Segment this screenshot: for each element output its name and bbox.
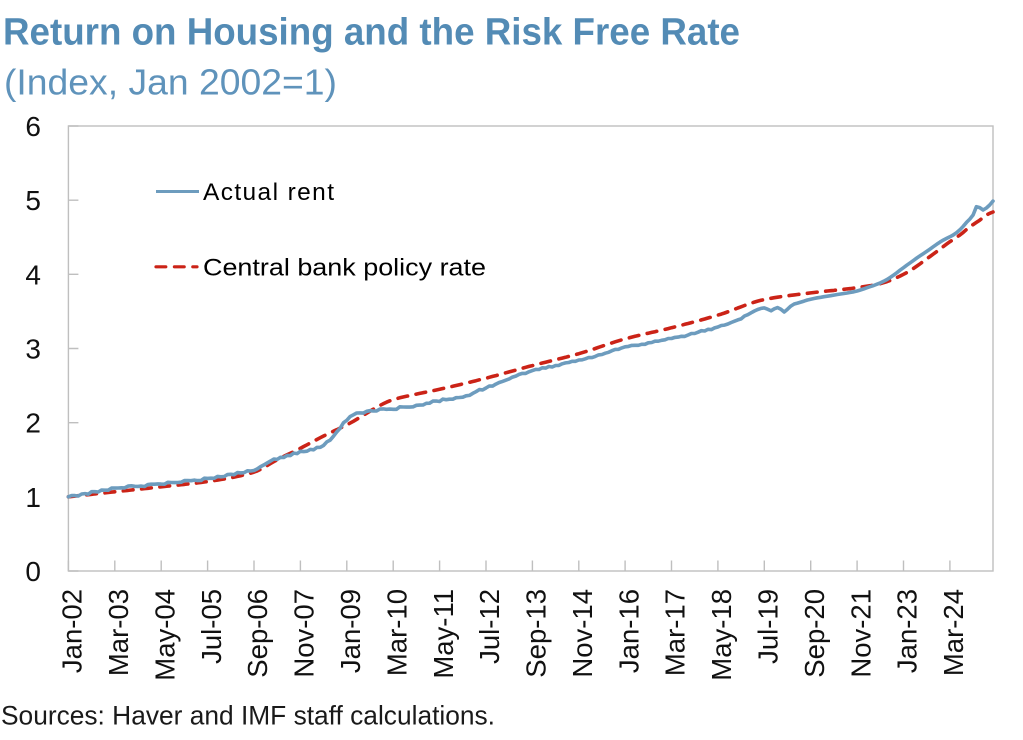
svg-text:2: 2 bbox=[25, 408, 41, 439]
svg-text:Sep-13: Sep-13 bbox=[521, 589, 552, 678]
svg-text:Sources: Haver and IMF staff c: Sources: Haver and IMF staff calculation… bbox=[1, 700, 495, 730]
svg-text:(Index, Jan 2002=1): (Index, Jan 2002=1) bbox=[4, 61, 337, 102]
svg-text:Nov-07: Nov-07 bbox=[289, 589, 320, 678]
svg-text:5: 5 bbox=[25, 185, 41, 216]
svg-text:3: 3 bbox=[25, 334, 41, 365]
svg-text:4: 4 bbox=[25, 259, 41, 290]
svg-text:Jan-02: Jan-02 bbox=[57, 589, 88, 673]
svg-text:Nov-21: Nov-21 bbox=[845, 589, 876, 678]
svg-text:Mar-10: Mar-10 bbox=[381, 589, 412, 676]
svg-text:Central bank policy rate: Central bank policy rate bbox=[203, 254, 486, 281]
svg-text:Sep-06: Sep-06 bbox=[242, 589, 273, 678]
svg-text:Sep-20: Sep-20 bbox=[799, 589, 830, 678]
svg-text:Jul-05: Jul-05 bbox=[196, 589, 227, 664]
svg-text:May-11: May-11 bbox=[428, 589, 459, 679]
svg-text:Return on Housing and the Risk: Return on Housing and the Risk Free Rate bbox=[3, 12, 740, 54]
svg-text:6: 6 bbox=[25, 111, 41, 142]
svg-text:Nov-14: Nov-14 bbox=[567, 589, 598, 678]
svg-text:Jan-23: Jan-23 bbox=[892, 589, 923, 673]
svg-text:Jan-16: Jan-16 bbox=[613, 589, 644, 673]
svg-text:1: 1 bbox=[25, 482, 41, 513]
svg-text:May-18: May-18 bbox=[706, 589, 737, 681]
svg-text:Mar-24: Mar-24 bbox=[938, 589, 969, 676]
svg-text:Mar-03: Mar-03 bbox=[103, 589, 134, 676]
svg-text:Jul-19: Jul-19 bbox=[753, 589, 784, 664]
svg-text:Actual rent: Actual rent bbox=[203, 179, 334, 206]
svg-text:0: 0 bbox=[25, 556, 41, 587]
svg-text:May-04: May-04 bbox=[149, 589, 180, 681]
svg-text:Mar-17: Mar-17 bbox=[660, 589, 691, 676]
svg-text:Jan-09: Jan-09 bbox=[335, 589, 366, 673]
svg-text:Jul-12: Jul-12 bbox=[474, 589, 505, 664]
